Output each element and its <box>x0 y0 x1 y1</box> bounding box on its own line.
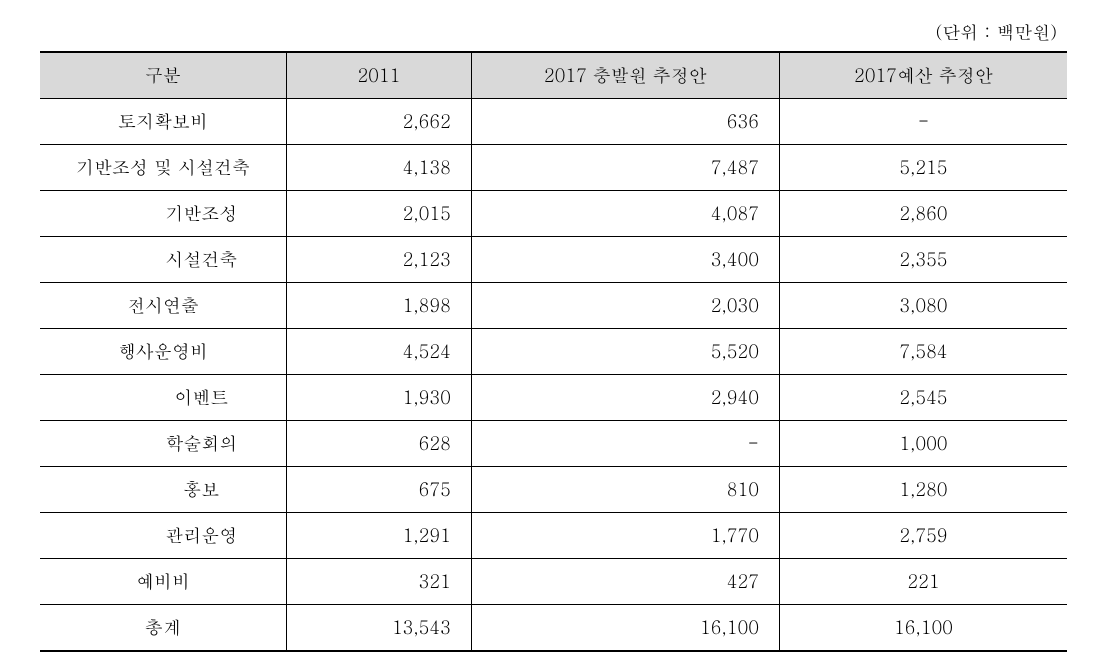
cell-estimate-1: 7,487 <box>471 145 779 191</box>
indent-cell <box>40 513 117 559</box>
row-label: 이벤트 <box>117 375 287 421</box>
cell-estimate-1: - <box>471 421 779 467</box>
header-estimate-1: 2017 충발원 추정안 <box>471 52 779 99</box>
row-label: 학술회의 <box>117 421 287 467</box>
cell-2011: 4,524 <box>286 329 471 375</box>
table-row: 토지확보비2,662636- <box>40 99 1067 145</box>
cell-estimate-2: 2,860 <box>779 191 1067 237</box>
row-label: 홍보 <box>117 467 287 513</box>
header-2011: 2011 <box>286 52 471 99</box>
table-row: 행사운영비4,5245,5207,584 <box>40 329 1067 375</box>
cell-estimate-1: 5,520 <box>471 329 779 375</box>
row-label: 총계 <box>40 605 286 652</box>
row-label: 관리운영 <box>117 513 287 559</box>
cell-estimate-2: 221 <box>779 559 1067 605</box>
row-label: 기반조성 <box>117 191 287 237</box>
table-row: 이벤트1,9302,9402,545 <box>40 375 1067 421</box>
cell-estimate-2: 1,000 <box>779 421 1067 467</box>
cell-estimate-2: 5,215 <box>779 145 1067 191</box>
cell-estimate-2: 1,280 <box>779 467 1067 513</box>
cell-estimate-2: 7,584 <box>779 329 1067 375</box>
cell-2011: 13,543 <box>286 605 471 652</box>
cell-2011: 2,662 <box>286 99 471 145</box>
cell-estimate-2: 16,100 <box>779 605 1067 652</box>
cell-estimate-1: 16,100 <box>471 605 779 652</box>
table-row: 예비비321427221 <box>40 559 1067 605</box>
cell-2011: 2,015 <box>286 191 471 237</box>
cell-estimate-2: 2,759 <box>779 513 1067 559</box>
cell-estimate-2: 2,545 <box>779 375 1067 421</box>
cell-estimate-1: 3,400 <box>471 237 779 283</box>
row-label: 예비비 <box>40 559 286 605</box>
header-estimate-2: 2017예산 추정안 <box>779 52 1067 99</box>
cell-2011: 321 <box>286 559 471 605</box>
cell-estimate-1: 1,770 <box>471 513 779 559</box>
indent-cell <box>40 467 117 513</box>
row-label: 행사운영비 <box>40 329 286 375</box>
header-category: 구분 <box>40 52 286 99</box>
cell-2011: 1,930 <box>286 375 471 421</box>
table-row: 기반조성 및 시설건축4,1387,4875,215 <box>40 145 1067 191</box>
cell-estimate-2: - <box>779 99 1067 145</box>
cell-estimate-1: 427 <box>471 559 779 605</box>
cell-2011: 4,138 <box>286 145 471 191</box>
indent-cell <box>40 191 117 237</box>
cell-2011: 1,291 <box>286 513 471 559</box>
cell-2011: 1,898 <box>286 283 471 329</box>
row-label: 토지확보비 <box>40 99 286 145</box>
table-row: 학술회의628-1,000 <box>40 421 1067 467</box>
cell-estimate-1: 810 <box>471 467 779 513</box>
indent-cell <box>40 421 117 467</box>
table-row: 홍보6758101,280 <box>40 467 1067 513</box>
indent-cell <box>40 375 117 421</box>
table-row: 시설건축2,1233,4002,355 <box>40 237 1067 283</box>
cell-2011: 2,123 <box>286 237 471 283</box>
budget-table: 구분 2011 2017 충발원 추정안 2017예산 추정안 토지확보비2,6… <box>40 51 1067 652</box>
cell-2011: 628 <box>286 421 471 467</box>
cell-estimate-1: 2,940 <box>471 375 779 421</box>
cell-estimate-1: 636 <box>471 99 779 145</box>
row-label: 전시연출 <box>40 283 286 329</box>
table-row: 기반조성2,0154,0872,860 <box>40 191 1067 237</box>
header-row: 구분 2011 2017 충발원 추정안 2017예산 추정안 <box>40 52 1067 99</box>
table-row: 전시연출1,8982,0303,080 <box>40 283 1067 329</box>
row-label: 시설건축 <box>117 237 287 283</box>
table-row: 관리운영1,2911,7702,759 <box>40 513 1067 559</box>
cell-estimate-1: 4,087 <box>471 191 779 237</box>
row-label: 기반조성 및 시설건축 <box>40 145 286 191</box>
cell-estimate-2: 3,080 <box>779 283 1067 329</box>
indent-cell <box>40 237 117 283</box>
table-row: 총계13,54316,10016,100 <box>40 605 1067 652</box>
cell-estimate-2: 2,355 <box>779 237 1067 283</box>
cell-estimate-1: 2,030 <box>471 283 779 329</box>
unit-label: (단위 : 백만원) <box>40 20 1067 45</box>
cell-2011: 675 <box>286 467 471 513</box>
